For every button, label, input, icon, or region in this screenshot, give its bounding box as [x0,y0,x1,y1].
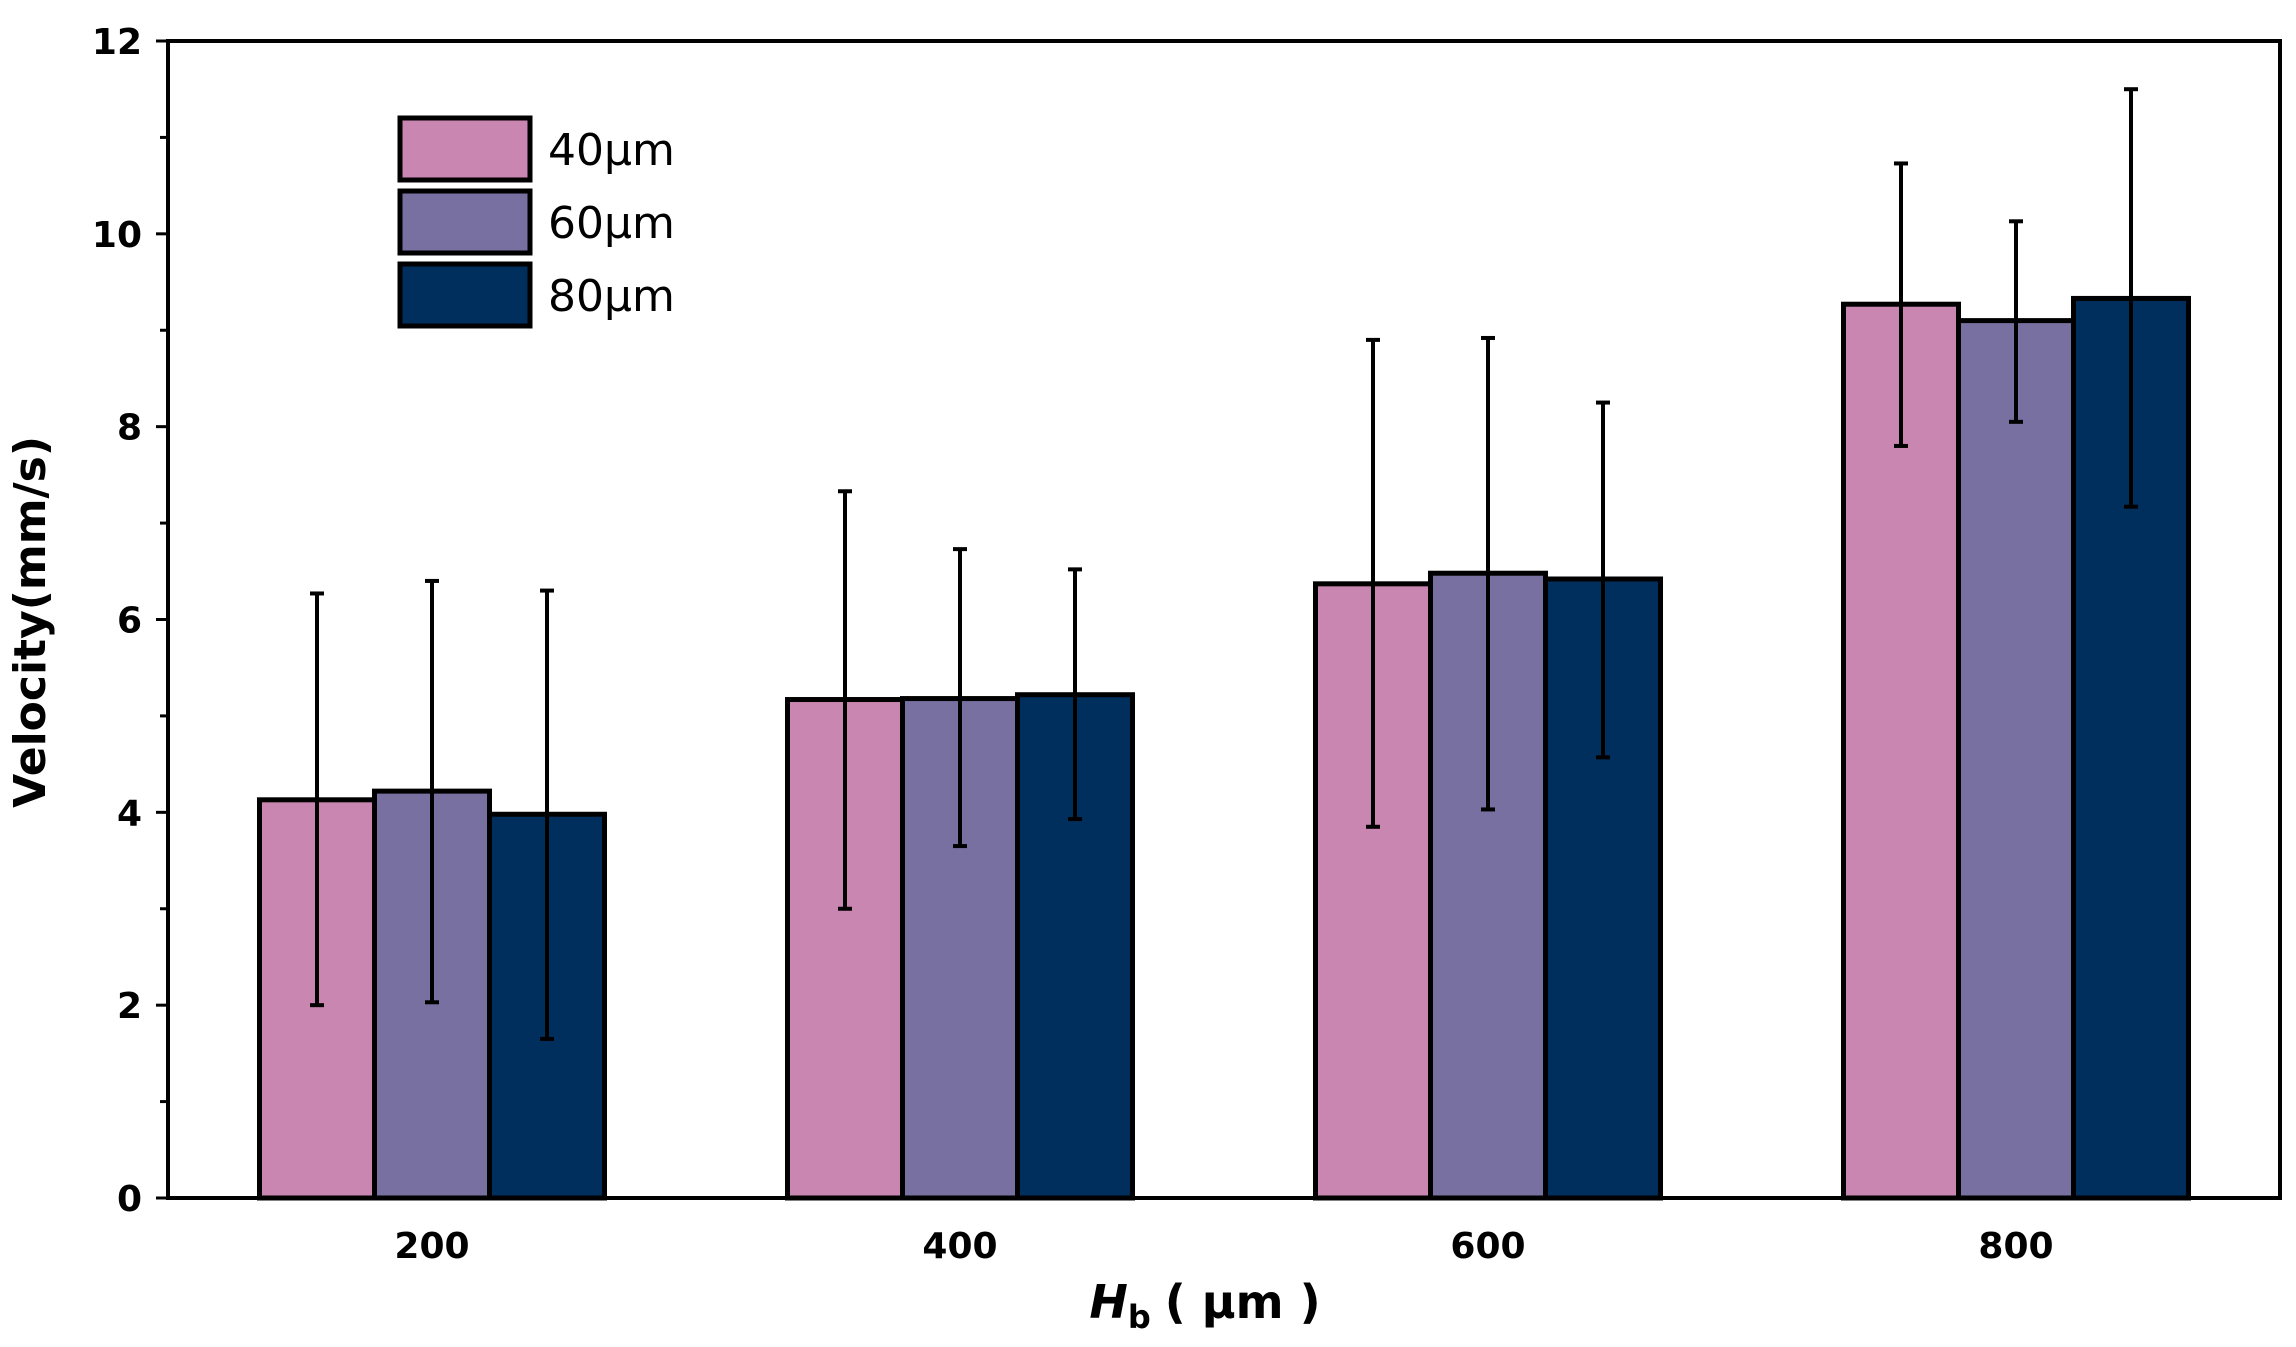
axes: 0 2 4 6 8 10 12 200 400 600 800 [92,22,2054,1267]
y-tick-label: 0 [117,1179,142,1220]
bar [2071,295,2191,1201]
x-tick-label: 200 [394,1226,469,1267]
legend: 40μm 60μm 80μm [397,115,675,329]
legend-swatch [397,188,533,256]
x-axis-label-unit: ( μm ) [1165,1275,1321,1329]
legend-swatch [397,261,533,329]
x-axis-label-subscript: b [1128,1298,1151,1336]
bar [1015,692,1135,1201]
y-tick-label: 2 [117,986,142,1027]
legend-label: 40μm [548,125,675,176]
legend-label: 80μm [548,271,675,322]
error-bars [310,87,2138,1041]
y-tick-label: 8 [117,408,142,449]
legend-label: 60μm [548,198,675,249]
x-tick-label: 800 [1978,1226,2053,1267]
y-tick-label: 12 [92,22,142,63]
y-tick-label: 4 [117,793,142,834]
y-axis-label: Velocity(mm/s) [5,436,56,808]
x-tick-label: 400 [922,1226,997,1267]
x-tick-label: 600 [1450,1226,1525,1267]
x-axis-label-main: H [1089,1275,1128,1329]
x-axis-label: Hb ( μm ) [1089,1275,1320,1336]
bar [1956,318,2076,1201]
y-tick-label: 6 [117,601,142,642]
y-tick-label: 10 [92,215,142,256]
legend-swatch [397,115,533,183]
